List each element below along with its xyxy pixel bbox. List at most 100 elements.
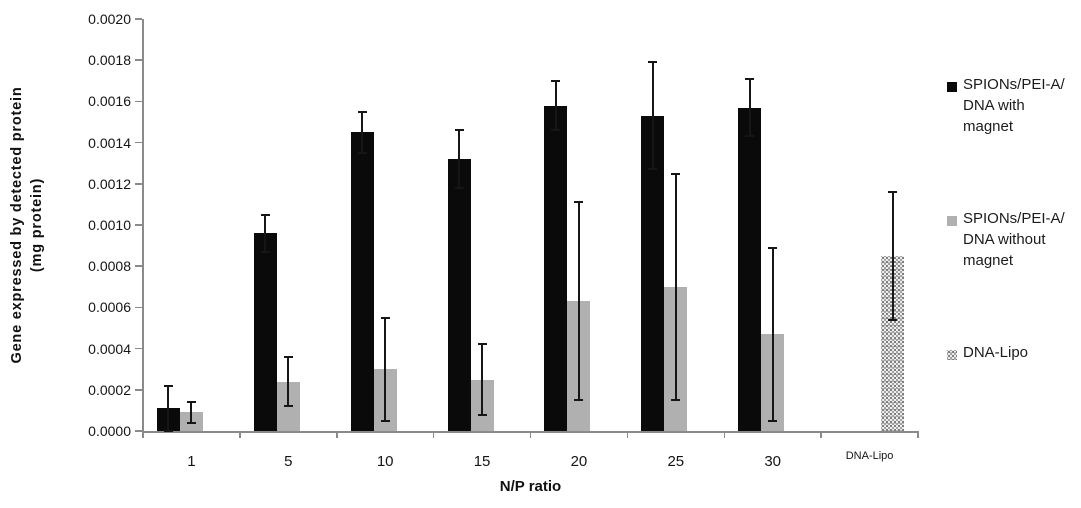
- legend-label-line: magnet: [963, 252, 1014, 269]
- error-bar-cap-bottom: [888, 318, 898, 321]
- x-tick-mark: [820, 431, 822, 438]
- error-bar: [361, 111, 364, 153]
- error-bar-cap-bottom: [380, 419, 390, 422]
- y-tick-mark: [135, 100, 142, 103]
- error-bar: [481, 344, 484, 415]
- y-tick-mark: [135, 183, 142, 185]
- legend-swatch-gray: [947, 216, 957, 226]
- y-tick-label: 0.0006: [88, 299, 131, 316]
- error-bar-cap-bottom: [648, 168, 658, 171]
- error-bar-cap-top: [163, 384, 173, 387]
- y-tick-label: 0.0014: [88, 134, 131, 151]
- bar: [350, 132, 374, 431]
- error-bar: [458, 130, 461, 188]
- error-bar: [748, 78, 751, 137]
- error-bar: [577, 202, 580, 401]
- error-bar-cap-bottom: [186, 421, 196, 424]
- legend-item: SPIONs/PEI-A/DNA without magnet: [947, 210, 1081, 282]
- x-tick-label: 1: [187, 453, 196, 470]
- error-bar-cap-top: [380, 316, 390, 319]
- error-bar-cap-top: [260, 213, 270, 216]
- bar: [544, 105, 568, 431]
- y-tick-label: 0.0004: [88, 340, 131, 357]
- x-tick-mark: [626, 431, 629, 438]
- y-tick-mark: [135, 389, 142, 391]
- y-tick-mark: [135, 347, 142, 350]
- error-bar-cap-top: [574, 201, 584, 204]
- error-bar-cap-top: [477, 343, 487, 346]
- x-tick-mark: [239, 431, 241, 438]
- y-tick-mark: [135, 18, 142, 20]
- x-tick-mark: [336, 431, 338, 438]
- y-tick-mark: [135, 224, 142, 226]
- legend: SPIONs/PEI-A/DNA with magnet SPIONs/PEI-A/…: [947, 0, 1081, 420]
- error-bar-cap-top: [551, 79, 561, 82]
- y-tick-mark: [135, 306, 142, 309]
- y-tick-label: 0.0002: [88, 381, 131, 398]
- x-tick-mark: [917, 431, 919, 438]
- legend-label-line: SPIONs/PEI-A/: [963, 210, 1065, 227]
- legend-label-line: SPIONs/PEI-A/: [963, 76, 1065, 93]
- y-axis-line: [142, 19, 144, 432]
- error-bar: [190, 402, 193, 423]
- legend-item: SPIONs/PEI-A/DNA with magnet: [947, 76, 1081, 148]
- error-bar-cap-bottom: [454, 186, 464, 189]
- legend-label-line: DNA without: [963, 231, 1046, 248]
- y-tick-label: 0.0000: [88, 423, 131, 439]
- y-tick-label: 0.0016: [88, 93, 131, 110]
- legend-label-line: DNA with: [963, 97, 1025, 114]
- legend-label: DNA-Lipo: [963, 342, 1028, 363]
- error-bar-cap-top: [283, 355, 293, 358]
- legend-label: SPIONs/PEI-A/DNA without magnet: [963, 208, 1065, 271]
- error-bar: [554, 80, 557, 131]
- y-tick-label: 0.0010: [88, 217, 131, 233]
- x-tick-mark: [529, 431, 532, 438]
- x-tick-mark: [723, 431, 725, 438]
- error-bar-cap-bottom: [477, 413, 487, 416]
- error-bar: [384, 317, 387, 421]
- error-bar-cap-top: [186, 401, 196, 404]
- legend-label: SPIONs/PEI-A/DNA with magnet: [963, 74, 1065, 137]
- x-tick-label: 30: [764, 453, 782, 470]
- error-bar: [264, 214, 267, 252]
- error-bar-cap-top: [671, 172, 681, 175]
- x-axis-title: N/P ratio: [499, 478, 562, 495]
- error-bar-cap-bottom: [574, 399, 584, 402]
- bar: [738, 107, 762, 431]
- y-tick-label: 0.0018: [88, 52, 131, 69]
- legend-label-line: magnet: [963, 118, 1014, 135]
- x-tick-mark: [142, 431, 144, 438]
- bar: [447, 159, 471, 431]
- error-bar-cap-bottom: [671, 399, 681, 402]
- bar: [641, 115, 665, 431]
- error-bar-cap-top: [357, 110, 367, 113]
- error-bar-cap-top: [648, 61, 658, 64]
- x-tick-label: 10: [376, 453, 394, 470]
- y-tick-label: 0.0008: [88, 258, 131, 275]
- error-bar: [674, 173, 677, 401]
- error-bar-cap-bottom: [283, 405, 293, 408]
- x-tick-label: 5: [284, 453, 293, 470]
- y-tick-label: 0.0020: [88, 11, 131, 27]
- error-bar: [891, 192, 894, 320]
- bar: [253, 233, 277, 431]
- error-bar-cap-top: [768, 246, 778, 249]
- error-bar-cap-bottom: [551, 129, 561, 132]
- y-tick-mark: [135, 141, 142, 144]
- x-tick-label: 20: [570, 453, 588, 470]
- x-tick-label: DNA-Lipo: [845, 450, 894, 462]
- error-bar-cap-bottom: [768, 419, 778, 422]
- error-bar: [287, 356, 290, 407]
- bar: [881, 255, 905, 431]
- error-bar-cap-top: [888, 191, 898, 194]
- legend-item: DNA-Lipo: [947, 344, 1081, 416]
- error-bar: [651, 62, 654, 170]
- x-tick-mark: [432, 431, 435, 438]
- x-tick-label: 25: [667, 453, 685, 470]
- error-bar-cap-top: [454, 129, 464, 132]
- y-tick-label: 0.0012: [88, 175, 131, 192]
- x-tick-label: 15: [473, 453, 491, 470]
- error-bar-cap-bottom: [745, 135, 755, 138]
